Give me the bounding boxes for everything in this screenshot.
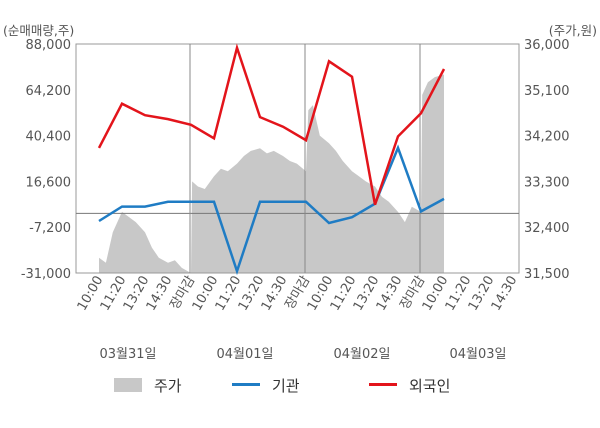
right-tick-label: 31,500 (524, 267, 570, 282)
right-tick-label: 33,300 (524, 175, 570, 190)
investor-lines-layer (97, 43, 446, 276)
legend-item: 외국인 (369, 377, 450, 395)
plot-border (75, 43, 520, 274)
legend-swatch (114, 378, 142, 392)
left-tick-label: 88,000 (26, 38, 72, 53)
legend-label: 외국인 (409, 377, 450, 395)
left-tick-label: 64,200 (26, 84, 72, 99)
left-tick-label: 16,600 (26, 175, 72, 190)
date-label: 04월01일 (216, 347, 273, 362)
price-area-layer (99, 74, 444, 273)
left-tick-label: -31,000 (21, 267, 71, 282)
chart-legend: 주가 기관 외국인 (114, 377, 450, 395)
right-tick-label: 32,400 (524, 221, 570, 236)
date-label: 03월31일 (99, 347, 156, 362)
series-line (97, 43, 446, 206)
plot-frame (75, 43, 520, 274)
series-기관 (98, 144, 445, 276)
legend-item: 주가 (114, 377, 182, 395)
date-label: 04월03일 (449, 347, 506, 362)
y-axis-ticks: 88,000 64,200 40,400 16,600 -7,200 -31,000 36,… (21, 38, 570, 282)
series-line (98, 144, 445, 276)
legend-swatch (232, 383, 260, 386)
left-tick-label: 40,400 (26, 130, 72, 145)
legend-item: 기관 (232, 377, 300, 395)
legend-label: 주가 (154, 377, 182, 395)
legend-swatch (369, 383, 397, 386)
right-tick-label: 34,200 (524, 130, 570, 145)
x-axis-ticks: 10:0011:2013:2014:30장마감10:0011:2013:2014… (75, 273, 521, 313)
right-axis-unit: (주가,원) (549, 23, 597, 38)
left-tick-label: -7,200 (29, 221, 71, 236)
left-axis-unit: (순매매량,주) (3, 23, 74, 38)
series-외국인 (97, 43, 446, 206)
legend-label: 기관 (272, 377, 300, 395)
right-tick-label: 36,000 (524, 38, 570, 53)
date-labels: 03월31일 04월01일 04월02일 04월03일 (99, 347, 506, 362)
right-tick-label: 35,100 (524, 84, 570, 99)
date-label: 04월02일 (333, 347, 390, 362)
price-area (99, 74, 444, 273)
